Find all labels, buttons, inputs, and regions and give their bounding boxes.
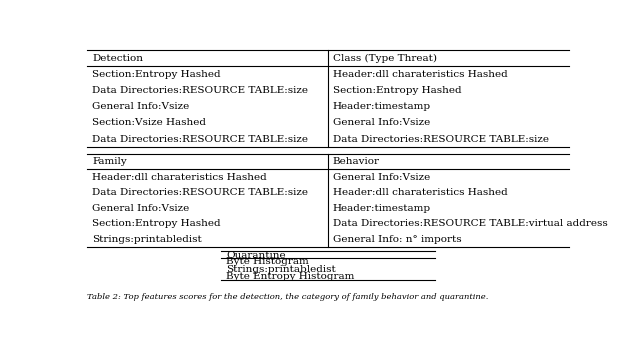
Text: Section:Entropy Hashed: Section:Entropy Hashed <box>92 219 221 228</box>
Text: Table 2: Top features scores for the detection, the category of family behavior : Table 2: Top features scores for the det… <box>88 293 489 301</box>
Text: Data Directories:RESOURCE TABLE:size: Data Directories:RESOURCE TABLE:size <box>92 188 308 197</box>
Text: Byte Histogram: Byte Histogram <box>227 257 309 266</box>
Text: General Info:Vsize: General Info:Vsize <box>92 102 189 111</box>
Text: Data Directories:RESOURCE TABLE:size: Data Directories:RESOURCE TABLE:size <box>92 86 308 95</box>
Text: Detection: Detection <box>92 54 143 63</box>
Text: General Info: n° imports: General Info: n° imports <box>333 235 461 244</box>
Text: General Info:Vsize: General Info:Vsize <box>333 173 430 182</box>
Text: Section:Entropy Hashed: Section:Entropy Hashed <box>92 70 221 79</box>
Text: Byte Entropy Histogram: Byte Entropy Histogram <box>227 272 355 281</box>
Text: Behavior: Behavior <box>333 157 380 166</box>
Text: Strings:printabledist: Strings:printabledist <box>227 265 336 273</box>
Text: Header:timestamp: Header:timestamp <box>333 102 431 111</box>
Text: General Info:Vsize: General Info:Vsize <box>92 204 189 213</box>
Text: Header:dll charateristics Hashed: Header:dll charateristics Hashed <box>333 188 508 197</box>
Text: Data Directories:RESOURCE TABLE:virtual address: Data Directories:RESOURCE TABLE:virtual … <box>333 219 608 228</box>
Text: General Info:Vsize: General Info:Vsize <box>333 118 430 128</box>
Text: Header:timestamp: Header:timestamp <box>333 204 431 213</box>
Text: Strings:printabledist: Strings:printabledist <box>92 235 202 244</box>
Text: Section:Entropy Hashed: Section:Entropy Hashed <box>333 86 461 95</box>
Text: Quarantine: Quarantine <box>227 250 286 259</box>
Text: Family: Family <box>92 157 127 166</box>
Text: Header:dll charateristics Hashed: Header:dll charateristics Hashed <box>92 173 267 182</box>
Text: Data Directories:RESOURCE TABLE:size: Data Directories:RESOURCE TABLE:size <box>92 135 308 144</box>
Text: Section:Vsize Hashed: Section:Vsize Hashed <box>92 118 206 128</box>
Text: Class (Type Threat): Class (Type Threat) <box>333 54 437 63</box>
Text: Header:dll charateristics Hashed: Header:dll charateristics Hashed <box>333 70 508 79</box>
Text: Data Directories:RESOURCE TABLE:size: Data Directories:RESOURCE TABLE:size <box>333 135 549 144</box>
